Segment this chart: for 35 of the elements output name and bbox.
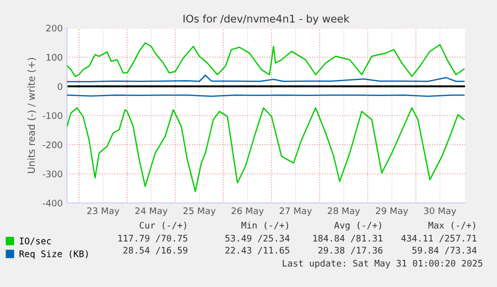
- text: 59.84 /73.34: [412, 246, 477, 254]
- x-tick-label: 30 May: [424, 207, 456, 216]
- text: 22.43 /11.65: [225, 246, 290, 254]
- x-tick-label: 28 May: [328, 207, 360, 216]
- text: Last update: Sat May 31 01:00:20 2025: [282, 260, 482, 268]
- text: 117.79 /70.75: [118, 234, 188, 242]
- y-tick-label: 200: [46, 24, 62, 32]
- chart-title: IOs for /dev/nvme4n1 - by week: [184, 14, 350, 25]
- legend-label: IO/sec: [20, 238, 51, 246]
- y-tick-label: 100: [46, 54, 62, 61]
- x-tick-label: 27 May: [280, 207, 312, 216]
- y-tick-label: -300: [42, 170, 62, 178]
- text: 434.11 /257.71: [401, 234, 476, 242]
- y-tick-label: 0: [58, 83, 62, 90]
- x-tick-label: 24 May: [135, 207, 168, 216]
- text: 53.49 /25.34: [225, 234, 290, 242]
- text: 29.38 /17.36: [318, 246, 382, 254]
- legend-label: Req Size (KB): [20, 250, 88, 259]
- y-axis-title: Units read (-) / write (+): [27, 58, 36, 174]
- line-series: [67, 74, 465, 82]
- text: 28.54 /16.59: [123, 246, 188, 254]
- text: Max (-/+): [428, 222, 476, 230]
- y-tick-label: -200: [42, 141, 62, 148]
- line-series: [67, 107, 465, 192]
- text: 184.84 /81.31: [313, 234, 382, 242]
- y-tick-label: -400: [42, 200, 62, 207]
- text: Avg (-/+): [334, 222, 382, 230]
- y-tick-label: -100: [42, 112, 62, 120]
- x-tick-label: 29 May: [376, 207, 408, 216]
- x-tick-label: 23 May: [87, 207, 120, 216]
- x-tick-label: 26 May: [232, 207, 264, 216]
- text: Min (-/+): [241, 222, 288, 230]
- text: Cur (-/+): [140, 222, 186, 230]
- x-tick-label: 25 May: [183, 207, 216, 216]
- line-series: [67, 42, 465, 78]
